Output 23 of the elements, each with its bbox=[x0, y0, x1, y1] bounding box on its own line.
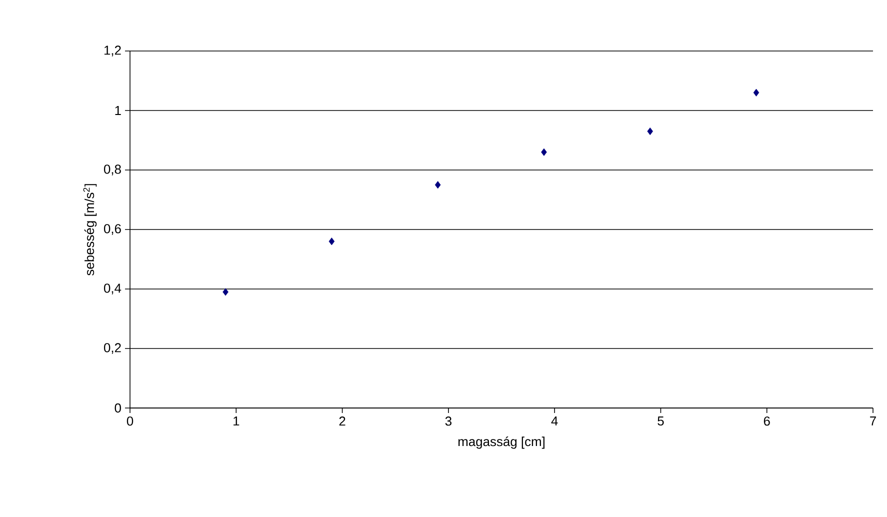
y-tick-label: 0,6 bbox=[104, 224, 121, 235]
y-tick-label: 0,8 bbox=[104, 164, 121, 176]
x-tick-label: 4 bbox=[551, 416, 558, 426]
point bbox=[434, 181, 441, 189]
y-tick-label: 1,2 bbox=[104, 46, 121, 56]
point bbox=[222, 288, 228, 296]
x-tick-label: 1 bbox=[234, 416, 240, 426]
point bbox=[647, 128, 653, 136]
y-tick-label: 1 bbox=[115, 106, 121, 115]
point bbox=[541, 148, 547, 156]
y-axis-title: sebesség [m/s$^{2}$] bbox=[83, 184, 97, 276]
point bbox=[753, 88, 760, 96]
y-tick-label: 0,2 bbox=[104, 343, 121, 354]
x-tick-label: 2 bbox=[339, 416, 346, 426]
point bbox=[328, 238, 335, 246]
x-axis-title: magasság [cm] bbox=[458, 436, 544, 449]
x-tick-label: 5 bbox=[658, 416, 664, 426]
x-tick-label: 3 bbox=[445, 416, 452, 426]
x-tick-label: 7 bbox=[870, 416, 876, 426]
y-tick-label: 0,4 bbox=[104, 284, 122, 294]
y-tick-label: 0 bbox=[114, 403, 121, 413]
x-tick-label: 0 bbox=[126, 416, 134, 426]
x-tick-label: 6 bbox=[764, 416, 770, 426]
